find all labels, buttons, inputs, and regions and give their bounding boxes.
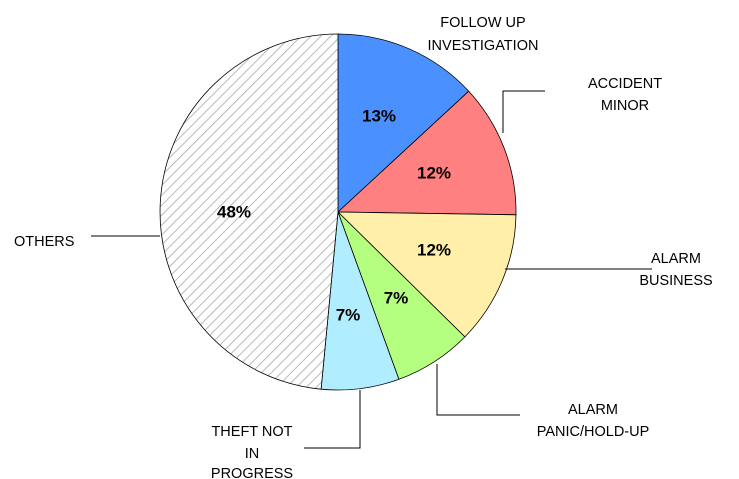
category-label-alarm-business: BUSINESS [639,273,712,289]
percent-label-accident-minor: 12% [417,163,451,182]
category-label-alarm-panic-hold-up: PANIC/HOLD-UP [537,424,650,440]
percent-labels: 13% 12% 12% 7% 7% 48% [217,106,451,324]
category-label-alarm-business: ALARM [651,251,701,267]
category-label-accident-minor: ACCIDENT [588,76,662,92]
category-label-follow-up-investigation: FOLLOW UP [440,15,525,31]
category-labels: FOLLOW UP INVESTIGATION ACCIDENT MINOR ALARM… [14,15,713,479]
percent-label-others: 48% [217,202,251,221]
leader-line-accident-minor [502,90,545,133]
category-label-follow-up-investigation: INVESTIGATION [428,38,539,54]
category-label-theft-not-in-progress: PROGRESS [211,466,293,479]
pie-slice-accident-minor [336,90,517,216]
pie-slice-alarm-business [337,211,517,338]
pie-slices [159,33,517,391]
pie-slice-follow-up-investigation [337,33,470,213]
percent-label-follow-up-investigation: 13% [362,106,396,125]
percent-label-alarm-panic-hold-up: 7% [384,288,409,307]
percent-label-theft-not-in-progress: 7% [336,305,361,324]
category-label-alarm-panic-hold-up: ALARM [568,402,618,418]
category-label-others: OTHERS [14,234,74,250]
leader-lines [91,90,652,449]
leader-line-alarm-panic-hold-up [436,364,520,416]
pie-slice-others [159,33,339,390]
leader-line-theft-not-in-progress [304,390,361,449]
percent-label-alarm-business: 12% [417,240,451,259]
category-label-accident-minor: MINOR [601,98,649,114]
category-label-theft-not-in-progress: IN [245,446,260,462]
category-label-theft-not-in-progress: THEFT NOT [211,424,292,440]
